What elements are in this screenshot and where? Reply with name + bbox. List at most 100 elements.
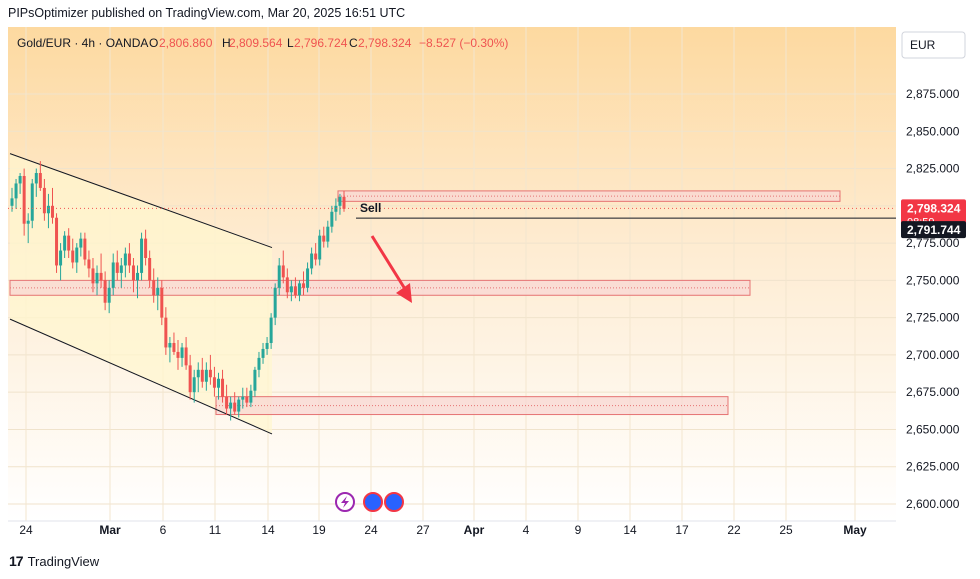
candle xyxy=(176,340,180,370)
time-tick-label: 4 xyxy=(523,523,530,537)
candle xyxy=(208,354,212,385)
candle xyxy=(59,243,63,281)
legend-close-label: C xyxy=(349,36,358,50)
candlestick-series xyxy=(10,161,346,421)
candle xyxy=(75,243,79,273)
time-tick-label: 14 xyxy=(261,523,275,537)
candle xyxy=(261,342,265,364)
time-tick-label: Apr xyxy=(464,523,485,537)
candle xyxy=(10,187,14,212)
candle xyxy=(63,231,67,258)
candle xyxy=(152,268,156,303)
candle xyxy=(131,258,135,293)
candle xyxy=(79,232,83,257)
legend-close-value: 2,798.324 xyxy=(358,36,412,50)
currency-label: EUR xyxy=(910,38,936,52)
sell-label[interactable]: Sell xyxy=(360,201,381,215)
candle xyxy=(42,178,46,221)
candle xyxy=(71,238,75,269)
channel-lower-line[interactable] xyxy=(9,318,273,435)
candle xyxy=(30,178,34,229)
candle xyxy=(233,392,237,415)
time-tick-label: 24 xyxy=(364,523,378,537)
time-tick-label: 19 xyxy=(312,523,326,537)
candle xyxy=(144,229,148,266)
candle xyxy=(67,228,71,258)
price-chart[interactable]: Sell Gold/EUR · 4h · OANDA O 2,806.860 H… xyxy=(0,27,980,551)
candle xyxy=(115,250,119,281)
price-tick-label: 2,600.000 xyxy=(906,497,960,511)
event-icons[interactable] xyxy=(335,492,404,512)
price-zone[interactable] xyxy=(215,396,729,416)
time-axis[interactable]: 24 Mar 6 11 14 19 24 27 Apr 4 9 14 17 22 25 May xyxy=(8,520,896,537)
time-tick-label: 22 xyxy=(727,523,741,537)
candle xyxy=(83,232,87,266)
flag-event-icon xyxy=(384,492,404,512)
candle xyxy=(119,258,123,288)
legend-low-value: 2,796.724 xyxy=(294,36,348,50)
candle xyxy=(221,369,225,403)
price-tick-label: 2,725.000 xyxy=(906,311,960,325)
candle xyxy=(50,187,54,224)
candle xyxy=(225,384,229,415)
candle xyxy=(338,193,342,215)
footer-brand[interactable]: 17 TradingView xyxy=(9,553,99,569)
tradingview-logo-icon: 17 xyxy=(9,553,24,569)
candle xyxy=(289,280,293,302)
candle xyxy=(156,277,160,311)
candle xyxy=(253,366,257,397)
line-price-badge: 2,791.744 xyxy=(901,221,966,239)
currency-button[interactable]: EUR xyxy=(901,31,966,59)
last-price-value: 2,798.324 xyxy=(907,201,961,215)
time-tick-label: 9 xyxy=(575,523,582,537)
channel-upper-line[interactable] xyxy=(9,153,273,249)
candle xyxy=(314,243,318,266)
time-tick-label: 24 xyxy=(19,523,33,537)
candle xyxy=(192,369,196,403)
candle xyxy=(200,357,204,388)
line-price-value: 2,791.744 xyxy=(907,223,961,237)
candle xyxy=(229,396,233,421)
candle xyxy=(91,258,95,293)
candle xyxy=(269,313,273,349)
price-tick-label: 2,750.000 xyxy=(906,273,960,287)
candle xyxy=(297,280,301,302)
symbol-legend: Gold/EUR · 4h · OANDA O 2,806.860 H 2,80… xyxy=(17,36,508,50)
candle xyxy=(18,173,22,194)
candle xyxy=(302,271,306,296)
time-tick-label: 27 xyxy=(416,523,430,537)
candle xyxy=(265,337,269,355)
price-tick-label: 2,850.000 xyxy=(906,124,960,138)
chart-area[interactable]: Sell Gold/EUR · 4h · OANDA O 2,806.860 H… xyxy=(0,27,980,551)
candle xyxy=(180,342,184,367)
candle xyxy=(164,307,168,355)
candle xyxy=(322,226,326,248)
price-tick-label: 2,675.000 xyxy=(906,385,960,399)
time-tick-label: 25 xyxy=(779,523,793,537)
time-tick-label: May xyxy=(843,523,867,537)
time-tick-label: 17 xyxy=(675,523,689,537)
candle xyxy=(334,198,338,221)
price-zone[interactable] xyxy=(337,190,841,202)
candle xyxy=(55,213,59,273)
brand-name: TradingView xyxy=(27,553,100,569)
legend-high-label: H xyxy=(222,36,231,50)
candle xyxy=(99,253,103,288)
flag-event-icon xyxy=(363,492,383,512)
price-tick-label: 2,650.000 xyxy=(906,422,960,436)
legend-open-label: O xyxy=(149,36,158,50)
candle xyxy=(310,247,314,275)
price-tick-label: 2,775.000 xyxy=(906,236,960,250)
price-tick-label: 2,825.000 xyxy=(906,162,960,176)
down-arrow[interactable] xyxy=(370,235,412,303)
legend-low-label: L xyxy=(287,36,294,50)
candle xyxy=(196,362,200,393)
candle xyxy=(103,271,107,311)
candle xyxy=(87,250,91,278)
candle xyxy=(136,265,140,299)
legend-open-value: 2,806.860 xyxy=(159,36,213,50)
price-axis[interactable]: 2,875.0002,850.0002,825.0002,800.0002,77… xyxy=(906,87,960,511)
candle xyxy=(281,250,285,284)
candle xyxy=(188,354,192,400)
candle xyxy=(34,168,38,197)
